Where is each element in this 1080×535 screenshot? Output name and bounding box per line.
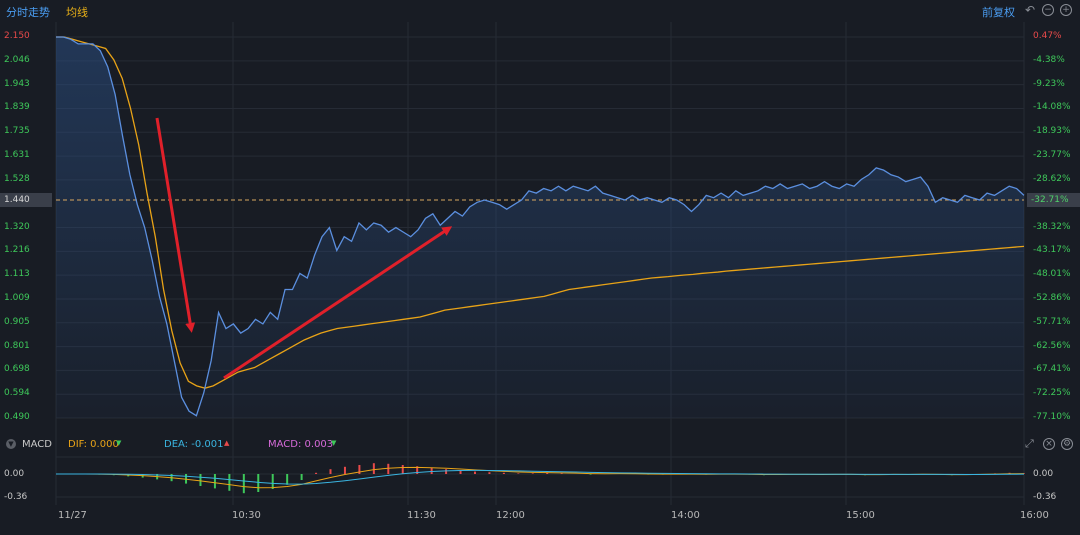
macd-dea-value: DEA: -0.001 <box>164 439 224 450</box>
price-tick-label: 2.150 <box>4 31 30 41</box>
gear-icon[interactable]: ⚙ <box>1061 438 1073 450</box>
macd-histogram <box>98 463 1025 494</box>
time-tick: 11/27 <box>58 510 87 521</box>
time-tick: 12:00 <box>496 510 525 521</box>
zoom-out-icon[interactable]: − <box>1042 4 1054 16</box>
chart-header: 分时走势 均线 前复权 ↶ − + <box>0 0 1080 22</box>
undo-icon[interactable]: ↶ <box>1024 3 1036 17</box>
time-tick: 16:00 <box>1020 510 1049 521</box>
price-tick-label: 2.046 <box>4 54 30 65</box>
price-tick-label: 1.009 <box>4 292 30 303</box>
pct-tick-label: -72.25% <box>1033 388 1071 399</box>
price-line <box>56 36 1025 417</box>
pct-tick-label: -38.32% <box>1033 221 1071 232</box>
annotation-arrow-down <box>155 117 196 333</box>
price-tick-label: 0.801 <box>4 340 30 351</box>
macd-down-icon: ▼ <box>331 439 337 447</box>
tab-avgline[interactable]: 均线 <box>66 6 88 19</box>
time-tick: 14:00 <box>671 510 700 521</box>
pct-tick-label: -52.86% <box>1033 292 1071 303</box>
restore-adjust-button[interactable]: 前复权 <box>982 6 1015 19</box>
macd-toggle-icon[interactable]: ▼ <box>6 439 16 449</box>
expand-icon[interactable]: ⤢ <box>1025 437 1034 450</box>
tab-timeshare[interactable]: 分时走势 <box>6 6 50 19</box>
macd-axis-right-zero: 0.00 <box>1033 469 1054 479</box>
pct-tick-label: -14.08% <box>1033 102 1071 113</box>
dea-up-icon: ▲ <box>224 439 230 447</box>
pct-tick-label: -18.93% <box>1033 126 1071 137</box>
macd-axis-left-zero: 0.00 <box>4 469 25 479</box>
price-tick-label: 0.594 <box>4 388 30 399</box>
time-tick: 11:30 <box>407 510 436 521</box>
price-tick-label: 1.943 <box>4 78 30 89</box>
pct-tick-label: -9.23% <box>1033 78 1065 89</box>
current-price-label: 1.440 <box>0 193 52 207</box>
close-icon[interactable]: × <box>1043 438 1055 450</box>
pct-tick-label: -23.77% <box>1033 150 1071 161</box>
time-tick: 15:00 <box>846 510 875 521</box>
price-tick-label: 0.698 <box>4 364 30 375</box>
macd-value: MACD: 0.003 <box>268 439 334 450</box>
pct-tick-label: -48.01% <box>1033 269 1071 280</box>
zoom-in-icon[interactable]: + <box>1060 4 1072 16</box>
price-tick-label: 0.490 <box>4 412 30 422</box>
time-tick: 10:30 <box>232 510 261 521</box>
price-tick-label: 1.839 <box>4 102 30 113</box>
price-tick-label: 0.905 <box>4 316 30 327</box>
pct-tick-label: -43.17% <box>1033 245 1071 256</box>
macd-axis-right-min: -0.36 <box>1033 492 1057 502</box>
pct-tick-label: 0.47% <box>1033 31 1062 41</box>
current-pct-label: -32.71% <box>1027 193 1080 207</box>
macd-header: ▼ MACD DIF: 0.000 ▼ DEA: -0.001 ▲ MACD: … <box>0 436 1080 454</box>
pct-tick-label: -28.62% <box>1033 173 1071 184</box>
dea-line <box>56 469 1025 485</box>
dif-down-icon: ▼ <box>116 439 122 447</box>
macd-dif-value: DIF: 0.000 <box>68 439 119 450</box>
price-tick-label: 1.528 <box>4 173 30 184</box>
price-tick-label: 1.113 <box>4 269 30 280</box>
pct-tick-label: -77.10% <box>1033 412 1071 422</box>
macd-title: MACD <box>22 439 52 450</box>
price-tick-label: 1.735 <box>4 126 30 137</box>
price-tick-label: 1.320 <box>4 221 30 232</box>
price-area <box>56 37 1024 418</box>
avg-price-line <box>56 36 1025 389</box>
pct-tick-label: -4.38% <box>1033 54 1065 65</box>
macd-axis-left-min: -0.36 <box>4 492 28 502</box>
annotation-arrow-up <box>223 226 453 380</box>
price-tick-label: 1.216 <box>4 245 30 256</box>
pct-tick-label: -57.71% <box>1033 316 1071 327</box>
pct-tick-label: -67.41% <box>1033 364 1071 375</box>
price-tick-label: 1.631 <box>4 150 30 161</box>
pct-tick-label: -62.56% <box>1033 340 1071 351</box>
